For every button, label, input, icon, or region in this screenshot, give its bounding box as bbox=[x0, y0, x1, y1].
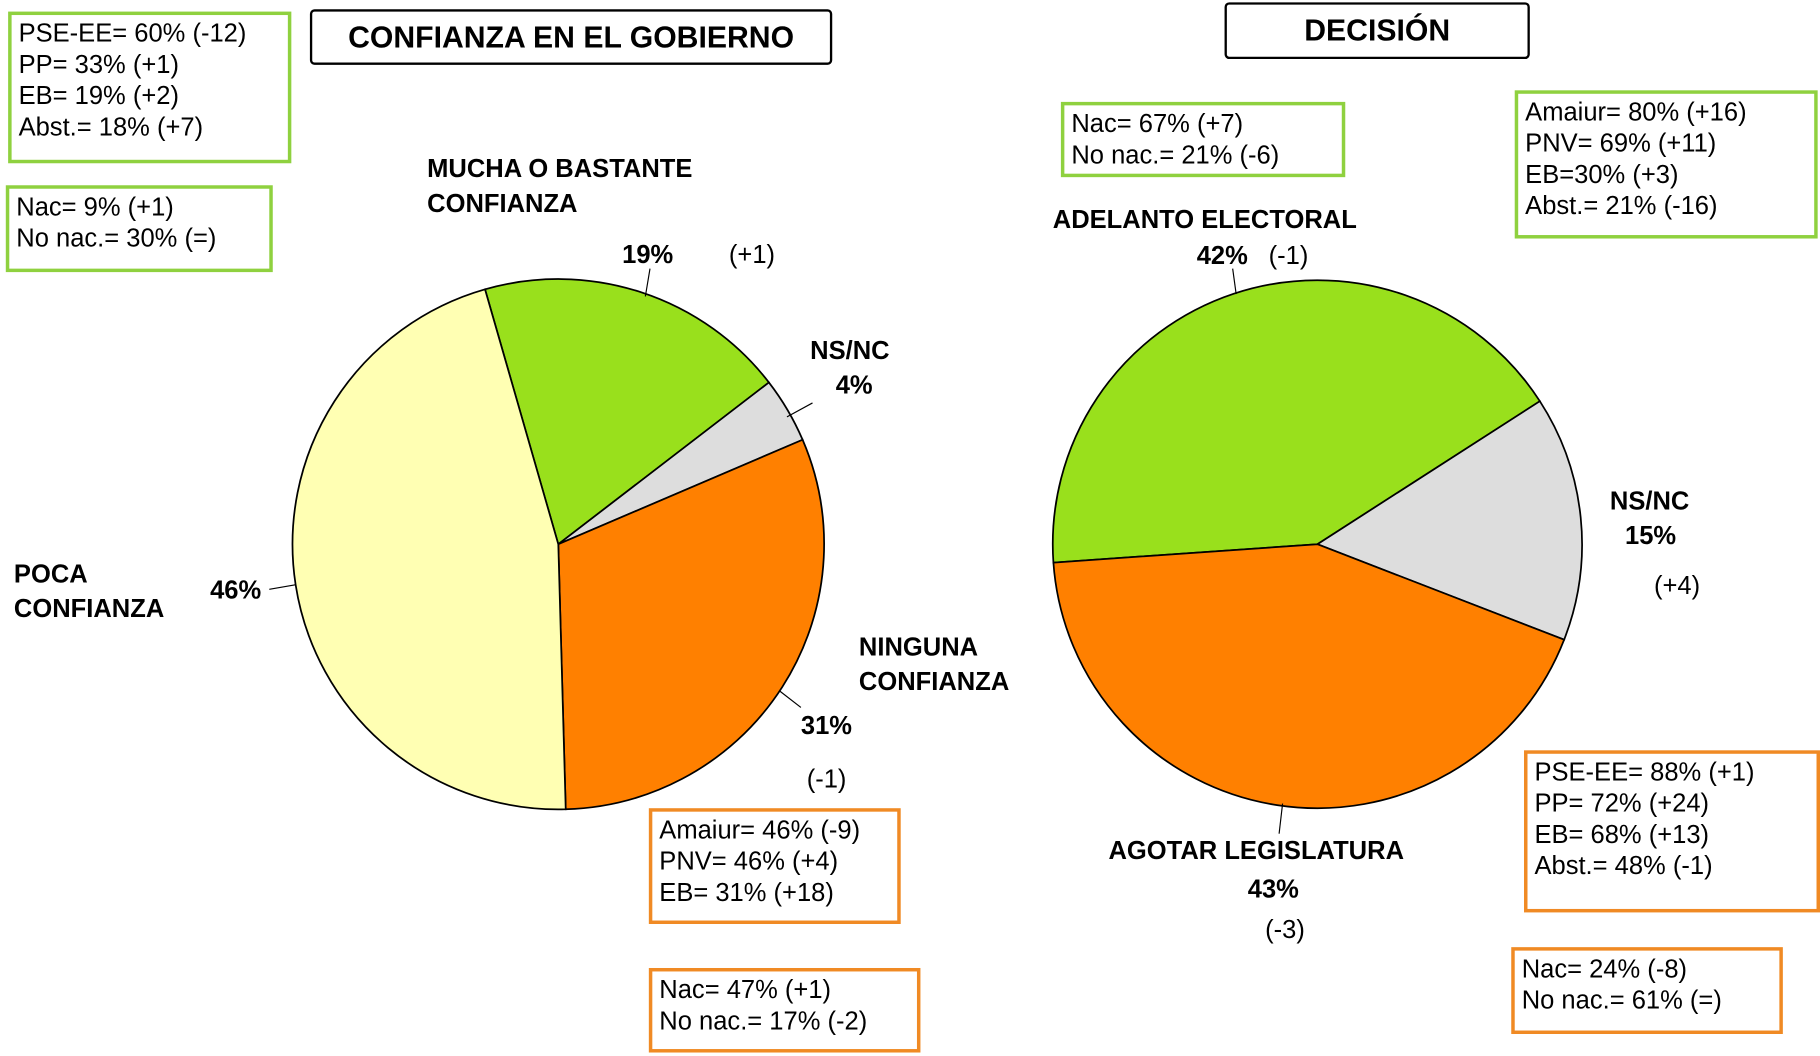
category-label: ADELANTO ELECTORAL bbox=[1052, 204, 1357, 234]
info-box: Amaiur= 80% (+16) PNV= 69% (+11) EB=30% (+… bbox=[1514, 90, 1818, 239]
pie-slice bbox=[483, 278, 771, 546]
leader-line bbox=[779, 690, 802, 708]
info-line: Nac= 24% (-8) bbox=[1521, 954, 1688, 984]
leader-line bbox=[269, 584, 297, 590]
chart-title: DECISIÓN bbox=[1224, 2, 1530, 60]
value-label: 4% bbox=[835, 370, 873, 400]
info-line: PNV= 69% (+11) bbox=[1525, 128, 1717, 158]
info-line: Amaiur= 80% (+16) bbox=[1525, 97, 1747, 127]
info-line: EB= 31% (+18) bbox=[659, 877, 834, 907]
info-box: Nac= 67% (+7) No nac.= 21% (-6) bbox=[1060, 101, 1346, 178]
info-line: PNV= 46% (+4) bbox=[659, 846, 839, 876]
info-line: Nac= 47% (+1) bbox=[659, 974, 832, 1004]
info-line: PP= 72% (+24) bbox=[1534, 788, 1710, 818]
category-label: NS/NC bbox=[1609, 486, 1690, 516]
info-line: EB= 68% (+13) bbox=[1534, 819, 1710, 849]
change-label: (-3) bbox=[1265, 914, 1305, 944]
leader-line bbox=[644, 268, 651, 297]
value-label: 46% bbox=[210, 575, 262, 605]
info-box: Nac= 47% (+1) No nac.= 17% (-2) bbox=[648, 967, 921, 1053]
info-line: No nac.= 21% (-6) bbox=[1071, 140, 1280, 170]
leader-line bbox=[786, 402, 813, 418]
info-line: PP= 33% (+1) bbox=[18, 49, 179, 79]
category-label: NINGUNA CONFIANZA bbox=[858, 632, 1010, 696]
category-label: POCA CONFIANZA bbox=[13, 559, 165, 623]
value-label: 31% bbox=[800, 710, 853, 740]
info-line: Nac= 67% (+7) bbox=[1071, 108, 1244, 138]
leader-line bbox=[1278, 803, 1284, 834]
change-label: (-1) bbox=[1268, 240, 1309, 270]
pie-slice bbox=[1051, 279, 1542, 564]
category-label: NS/NC bbox=[810, 335, 890, 365]
info-line: PSE-EE= 88% (+1) bbox=[1534, 757, 1755, 787]
value-label: 42% bbox=[1196, 240, 1248, 270]
info-line: Amaiur= 46% (-9) bbox=[659, 815, 861, 845]
info-line: PSE-EE= 60% (-12) bbox=[18, 18, 247, 48]
leader-line bbox=[1232, 268, 1237, 295]
category-label: MUCHA O BASTANTE CONFIANZA bbox=[427, 153, 693, 218]
category-label: AGOTAR LEGISLATURA bbox=[1108, 835, 1405, 865]
value-label: 43% bbox=[1247, 874, 1299, 904]
info-line: No nac.= 17% (-2) bbox=[659, 1006, 868, 1036]
value-label: 15% bbox=[1624, 521, 1677, 550]
info-line: No nac.= 61% (=) bbox=[1521, 985, 1722, 1015]
info-line: No nac.= 30% (=) bbox=[16, 223, 217, 253]
info-line: EB= 19% (+2) bbox=[18, 81, 179, 110]
change-label: (+1) bbox=[728, 239, 776, 269]
info-line: Abst.= 48% (-1) bbox=[1534, 851, 1713, 880]
change-label: (-1) bbox=[806, 764, 847, 794]
info-box: Amaiur= 46% (-9) PNV= 46% (+4) EB= 31% (+1… bbox=[648, 808, 901, 924]
pie-slice bbox=[1315, 399, 1583, 641]
info-box: PSE-EE= 88% (+1) PP= 72% (+24) EB= 68% (+1… bbox=[1524, 750, 1820, 913]
info-line: Abst.= 21% (-16) bbox=[1525, 191, 1718, 220]
pie-slice bbox=[1052, 543, 1566, 810]
pie-slice bbox=[557, 438, 825, 811]
info-line: Abst.= 18% (+7) bbox=[18, 112, 204, 142]
info-line: EB=30% (+3) bbox=[1525, 159, 1679, 189]
chart-title: CONFIANZA EN EL GOBIERNO bbox=[309, 9, 833, 65]
info-box: Nac= 9% (+1) No nac.= 30% (=) bbox=[5, 185, 273, 273]
info-line: Nac= 9% (+1) bbox=[16, 192, 174, 222]
info-box: PSE-EE= 60% (-12) PP= 33% (+1) EB= 19% (+2… bbox=[8, 11, 292, 164]
value-label: 19% bbox=[622, 239, 674, 269]
info-box: Nac= 24% (-8) No nac.= 61% (=) bbox=[1511, 947, 1783, 1034]
change-label: (+4) bbox=[1654, 570, 1701, 600]
